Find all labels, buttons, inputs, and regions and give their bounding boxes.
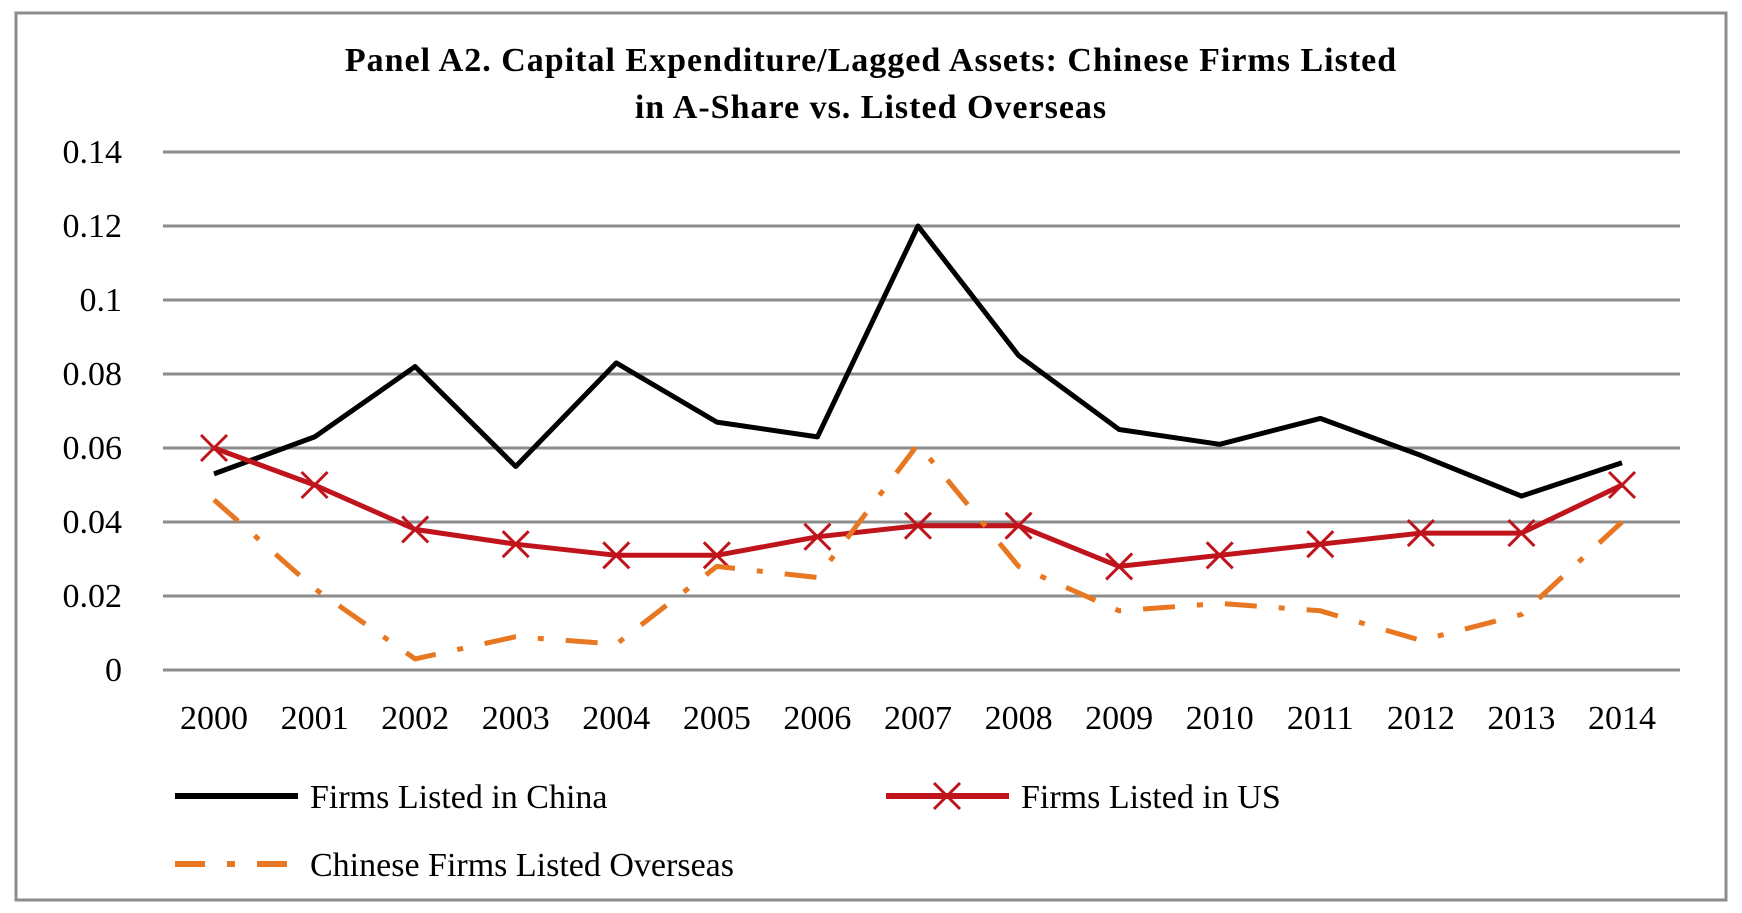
legend-marker [932,781,962,811]
y-tick-label: 0.1 [80,282,123,319]
marker-stroke [401,515,430,544]
legend: Firms Listed in China Firms Listed in US C… [175,779,1281,884]
legend-item: Firms Listed in China [175,779,608,816]
x-tick-label: 2010 [1186,700,1254,737]
data-point-marker [401,515,430,544]
data-point-marker [1004,511,1033,540]
x-tick-label: 2006 [783,700,851,737]
marker-stroke [803,522,832,551]
chart-frame [14,11,1728,902]
marker-stroke [1406,519,1435,548]
chart-title: Panel A2. Capital Expenditure/Lagged Ass… [345,42,1397,79]
x-tick-label: 2013 [1487,700,1555,737]
marker-stroke [199,433,229,463]
series-lines [199,223,1637,662]
x-tick-label: 2000 [180,700,248,737]
y-tick-label: 0.14 [63,134,123,171]
marker-stroke [1004,511,1033,540]
y-tick-label: 0 [105,652,122,689]
legend-label: Firms Listed in China [310,779,608,816]
y-tick-label: 0.08 [63,356,123,393]
x-tick-label: 2007 [884,700,952,737]
x-axis-ticks: 2000 2001 2002 2003 2004 2005 2006 2007 2008 2009… [180,700,1656,737]
x-tick-label: 2003 [482,700,550,737]
x-tick-label: 2005 [683,700,751,737]
y-tick-label: 0.12 [63,208,123,245]
x-tick-label: 2009 [1085,700,1153,737]
x-tick-label: 2002 [381,700,449,737]
legend-label: Firms Listed in US [1021,779,1281,816]
legend-label: Chinese Firms Listed Overseas [310,847,734,884]
series-line-3 [212,441,1624,662]
y-tick-label: 0.04 [63,504,123,541]
marker-stroke [1507,519,1536,548]
x-tick-label: 2012 [1387,700,1455,737]
legend-item: Firms Listed in US [886,779,1281,816]
data-point-marker [803,522,832,551]
x-tick-label: 2011 [1287,700,1354,737]
data-point-marker [1205,541,1234,570]
data-point-marker [501,530,530,559]
marker-stroke [501,530,530,559]
data-point-marker [602,541,631,570]
data-point-marker [199,433,229,463]
y-axis-ticks: 0 0.02 0.04 0.06 0.08 0.1 0.12 0.14 [63,134,123,689]
marker-stroke [1607,470,1637,500]
series-line-1 [213,223,1623,499]
data-point-marker [1105,552,1134,581]
x-tick-label: 2014 [1588,700,1656,737]
marker-stroke [1105,552,1134,581]
marker-stroke [300,470,329,500]
data-point-marker [1406,519,1435,548]
data-point-marker [1306,530,1335,559]
x-tick-label: 2004 [582,700,650,737]
legend-item: Chinese Firms Listed Overseas [175,847,734,884]
marker-stroke [903,511,933,540]
data-point-marker [300,470,329,500]
x-tick-label: 2008 [985,700,1053,737]
data-point-marker [1607,470,1637,500]
marker-stroke [602,541,631,570]
data-point-marker [1507,519,1536,548]
data-point-marker [903,511,933,540]
chart-subtitle: in A-Share vs. Listed Overseas [635,89,1107,126]
data-point-marker [702,541,731,570]
y-tick-label: 0.06 [63,430,123,467]
marker-stroke [702,541,731,570]
y-tick-label: 0.02 [63,578,123,615]
marker-stroke [1205,541,1234,570]
marker-stroke [1306,530,1335,559]
x-tick-label: 2001 [281,700,349,737]
